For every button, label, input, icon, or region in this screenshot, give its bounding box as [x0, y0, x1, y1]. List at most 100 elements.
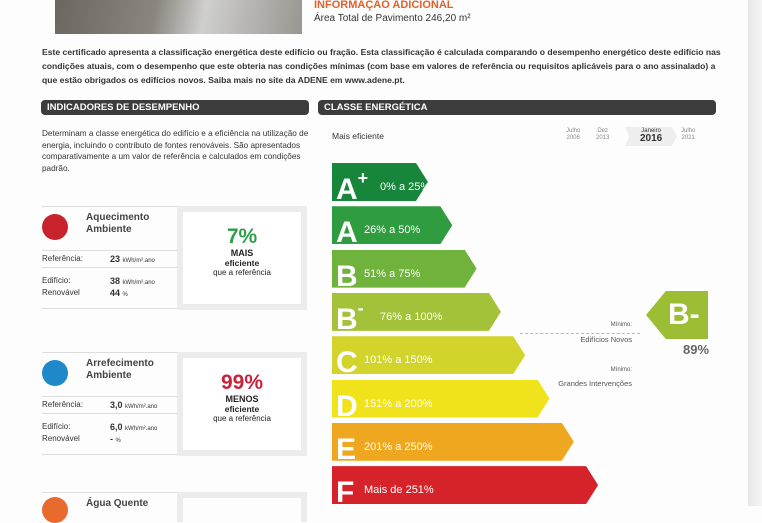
- letter: A: [336, 216, 358, 250]
- label: Referência:: [42, 254, 83, 263]
- unit: kWh/m².ano: [125, 426, 158, 432]
- intro-text: Este certificado apresenta a classificaç…: [42, 47, 721, 85]
- min-label: Mínimo:: [610, 322, 632, 328]
- unit: %: [115, 438, 121, 444]
- energy-class-header: CLASSE ENERGÉTICA: [318, 100, 716, 115]
- year-tab[interactable]: Janeiro 2016: [640, 128, 663, 144]
- indicator-card: Arrefecimento Ambiente Referência: 3,0 kWh…: [42, 352, 202, 462]
- label: Edifício:: [42, 276, 71, 285]
- energy-class-bar: B- 76% a 100%: [332, 293, 501, 331]
- class-letter: E: [336, 423, 356, 469]
- class-letter: A+: [336, 163, 368, 209]
- info-title: INFORMAÇÃO ADICIONAL: [314, 0, 454, 11]
- year-month: Julho: [681, 128, 696, 134]
- letter: C: [336, 346, 358, 380]
- indicator-title: Arrefecimento Ambiente: [86, 358, 154, 382]
- number: 3,0: [110, 400, 123, 410]
- value: - %: [110, 434, 121, 444]
- letter: F: [336, 476, 355, 510]
- efficiency-pct: 7%: [226, 225, 258, 248]
- modifier: +: [357, 168, 369, 188]
- year-tab[interactable]: Julho 2006: [566, 128, 580, 142]
- unit: kWh/m².ano: [125, 404, 158, 410]
- year-month: Janeiro: [641, 128, 661, 134]
- class-range: 201% a 250%: [364, 440, 433, 453]
- class-range: Mais de 251%: [364, 484, 434, 497]
- year: 2013: [596, 135, 610, 141]
- water-icon: [42, 497, 68, 523]
- comparison-label: que a referência: [213, 268, 271, 277]
- new-buildings-label: Edifícios Novos: [580, 335, 632, 344]
- value: 6,0 kWh/m².ano: [110, 422, 157, 432]
- value: 38 kWh/m².ano: [110, 276, 155, 286]
- unit: kWh/m².ano: [122, 258, 155, 264]
- title-line: Ambiente: [86, 370, 132, 381]
- letter: B: [336, 302, 358, 336]
- title-line: Ambiente: [86, 224, 132, 235]
- value: 23 kWh/m².ano: [110, 254, 155, 264]
- class-letter: F: [336, 466, 354, 512]
- year-tab[interactable]: Dez 2013: [596, 128, 609, 142]
- year-month: Dez: [597, 128, 609, 134]
- fan-icon: [42, 360, 68, 386]
- indicator-box: [177, 492, 307, 522]
- energy-class-bar: F Mais de 251%: [332, 466, 598, 504]
- class-range: 76% a 100%: [380, 310, 443, 323]
- letter: D: [336, 389, 358, 423]
- label: Renovável: [42, 288, 80, 297]
- value: 3,0 kWh/m².ano: [110, 400, 157, 410]
- class-letter: C: [336, 336, 358, 382]
- comparison-label: que a referência: [213, 414, 271, 423]
- indicator-title: Aquecimento Ambiente: [86, 212, 149, 236]
- indicator-card: Aquecimento Ambiente Referência: 23 kWh/m²…: [42, 206, 202, 316]
- energy-class-bar: D 151% a 200%: [332, 380, 550, 418]
- unit: kWh/m².ano: [122, 280, 155, 286]
- energy-class-bar: B 51% a 75%: [332, 250, 477, 288]
- indicators-header: INDICADORES DE DESEMPENHO: [41, 100, 309, 115]
- efficiency-label: eficiente: [224, 404, 260, 414]
- label: Edifício:: [42, 422, 71, 431]
- class-range: 51% a 75%: [364, 267, 421, 280]
- class-range: 0% a 25%: [380, 181, 431, 193]
- building-photo: [55, 0, 302, 34]
- class-letter: A: [336, 206, 358, 252]
- energy-class-bar: E 201% a 250%: [332, 423, 574, 461]
- label: Referência:: [42, 400, 83, 409]
- title-line: Arrefecimento: [86, 358, 154, 369]
- year: 2016: [640, 133, 663, 144]
- energy-class-bar: A 26% a 50%: [332, 206, 452, 244]
- efficiency-pct: 99%: [220, 371, 264, 394]
- letter: B: [336, 259, 358, 293]
- divider: [42, 413, 202, 414]
- efficiency-label: eficiente: [224, 258, 260, 268]
- min-label: Mínimo:: [610, 367, 632, 373]
- number: 6,0: [110, 422, 123, 432]
- divider: [42, 492, 202, 493]
- divider: [520, 333, 640, 334]
- number: -: [110, 434, 113, 444]
- divider: [42, 250, 202, 251]
- year-tab[interactable]: Julho 2021: [681, 128, 695, 142]
- indicator-title: Água Quente: [86, 498, 149, 509]
- value: 44 %: [110, 288, 128, 298]
- title-line: Aquecimento: [86, 212, 150, 223]
- class-letter: B-: [336, 293, 364, 339]
- class-range: 151% a 200%: [364, 397, 433, 410]
- selected-year-tab: [625, 127, 677, 146]
- total-area: Área Total de Pavimento 246,20 m²: [314, 13, 471, 24]
- class-letter: B: [336, 250, 358, 296]
- letter: E: [336, 432, 357, 466]
- current-class-badge: B-: [646, 291, 708, 339]
- modifier: -: [357, 297, 364, 318]
- major-works-label: Grandes Intervenções: [558, 379, 632, 388]
- label: Renovável: [42, 434, 80, 443]
- divider: [42, 267, 202, 268]
- efficiency-direction: MENOS: [225, 394, 259, 404]
- divider: [42, 352, 202, 353]
- divider: [42, 206, 202, 207]
- efficiency-direction: MAIS: [230, 248, 254, 258]
- indicators-description: Determinam a classe energética do edifíc…: [42, 129, 309, 173]
- divider: [42, 454, 202, 455]
- page-edge: [748, 0, 762, 506]
- divider: [42, 396, 202, 397]
